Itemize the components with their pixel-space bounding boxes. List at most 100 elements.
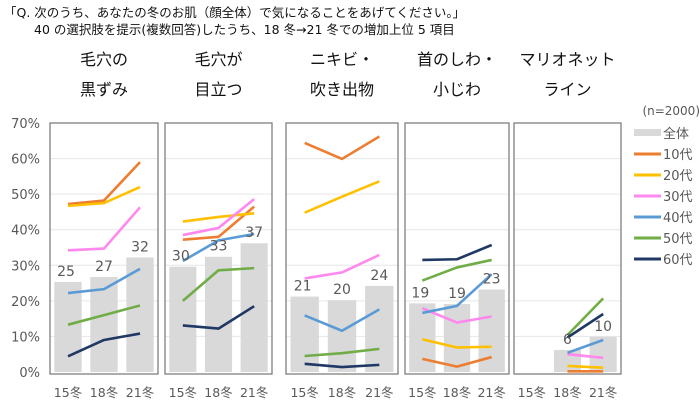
x-tick-label: 18冬: [204, 385, 232, 400]
panel-title: 吹き出物: [310, 80, 374, 99]
panel-title: 毛穴が: [194, 50, 242, 69]
bar-overall: [204, 256, 233, 372]
bar-overall: [169, 266, 197, 372]
panel-frame: [404, 122, 510, 375]
bar-data-label: 32: [131, 239, 149, 255]
panel-frame: [49, 122, 159, 375]
legend-label: 30代: [663, 190, 693, 205]
y-tick-label: 60%: [11, 153, 40, 168]
line-50代: [421, 258, 492, 282]
line-50代: [566, 297, 605, 336]
line-10代: [422, 355, 493, 368]
bar-overall: [290, 296, 319, 372]
legend-swatch-bar: [634, 129, 661, 136]
x-tick-label: 18冬: [443, 385, 471, 400]
panel-title: ニキビ・: [310, 50, 374, 69]
legend-label: 10代: [663, 148, 693, 163]
panel-title: ライン: [543, 80, 591, 99]
x-tick-label: 21冬: [477, 385, 505, 400]
y-tick-label: 10%: [11, 330, 40, 345]
legend-label: 40代: [663, 211, 693, 226]
x-tick-label: 15冬: [408, 385, 436, 400]
x-tick-label: 18冬: [553, 385, 581, 400]
bar-overall: [126, 257, 154, 372]
line-40代: [567, 338, 604, 355]
line-30代: [67, 206, 141, 252]
bar-data-label: 10: [594, 319, 612, 335]
panel-title: 目立つ: [194, 80, 242, 99]
legend-label: 50代: [663, 232, 693, 247]
bar-data-label: 21: [294, 279, 312, 295]
bar-overall: [90, 277, 118, 372]
bar-data-label: 19: [448, 286, 466, 302]
bar-data-label: 33: [210, 239, 228, 255]
bar-overall: [553, 349, 582, 372]
y-tick-label: 70%: [11, 117, 40, 132]
bar-data-label: 20: [333, 282, 351, 298]
y-tick-label: 40%: [11, 224, 40, 239]
bar-data-label: 23: [483, 271, 501, 287]
legend-label: 60代: [663, 253, 693, 268]
line-60代: [182, 305, 255, 330]
panel-title: 毛穴の: [80, 50, 128, 69]
x-tick-label: 18冬: [328, 385, 356, 400]
line-50代: [304, 347, 380, 358]
x-tick-label: 15冬: [169, 385, 197, 400]
line-20代: [182, 212, 255, 223]
line-10代: [182, 205, 256, 241]
line-60代: [422, 243, 493, 262]
panel-title: 小じわ: [433, 80, 481, 99]
legend-label: 20代: [663, 169, 693, 184]
panel-title: 黒ずみ: [80, 80, 128, 99]
bar-data-label: 37: [245, 225, 263, 241]
line-40代: [67, 267, 141, 295]
panel-title: マリオネット: [519, 50, 615, 69]
x-tick-label: 15冬: [518, 385, 546, 400]
line-30代: [421, 307, 492, 324]
x-tick-label: 15冬: [290, 385, 318, 400]
panel-title: 首のしわ・: [417, 50, 497, 69]
line-60代: [67, 332, 141, 358]
line-60代: [566, 312, 604, 339]
question-line1: 「Q. 次のうち、あなたの冬のお肌（顔全体）で気になることをあげてください。」: [4, 5, 466, 20]
bar-data-label: 30: [172, 249, 190, 265]
bar-overall: [443, 304, 471, 372]
line-40代: [304, 308, 380, 333]
line-40代: [182, 232, 255, 263]
bar-data-label: 19: [411, 285, 429, 301]
bar-data-label: 24: [370, 268, 388, 284]
y-tick-label: 20%: [11, 295, 40, 310]
x-tick-label: 18冬: [90, 385, 118, 400]
x-tick-label: 21冬: [589, 385, 617, 400]
x-tick-label: 21冬: [126, 385, 154, 400]
line-10代: [67, 161, 141, 206]
question-text: 「Q. 次のうち、あなたの冬のお肌（顔全体）で気になることをあげてください。」 …: [4, 4, 465, 38]
panel-frame: [164, 122, 273, 375]
legend-label: 全体: [663, 126, 689, 142]
x-tick-label: 21冬: [365, 385, 393, 400]
line-30代: [304, 253, 380, 280]
line-30代: [567, 352, 604, 360]
y-tick-label: 30%: [11, 259, 40, 274]
line-10代: [304, 135, 381, 161]
bar-overall: [365, 285, 394, 372]
line-20代: [67, 185, 141, 208]
panel-frame: [285, 122, 399, 375]
line-60代: [304, 362, 380, 369]
bar-data-label: 27: [95, 259, 113, 275]
line-20代: [567, 364, 604, 370]
x-tick-label: 21冬: [240, 385, 268, 400]
line-50代: [67, 304, 141, 326]
bar-data-label: 25: [57, 264, 75, 280]
line-20代: [422, 338, 492, 349]
y-tick-label: 0%: [19, 366, 40, 381]
bar-overall: [54, 282, 82, 372]
question-line2: 40 の選択肢を提示(複数回答)したうち、18 冬→21 冬での増加上位 5 項…: [34, 22, 455, 37]
line-30代: [182, 198, 255, 237]
bar-data-label: 6: [563, 332, 572, 348]
line-20代: [304, 180, 380, 214]
bar-overall: [327, 300, 357, 372]
sample-size-note: (n=2000): [642, 104, 700, 118]
